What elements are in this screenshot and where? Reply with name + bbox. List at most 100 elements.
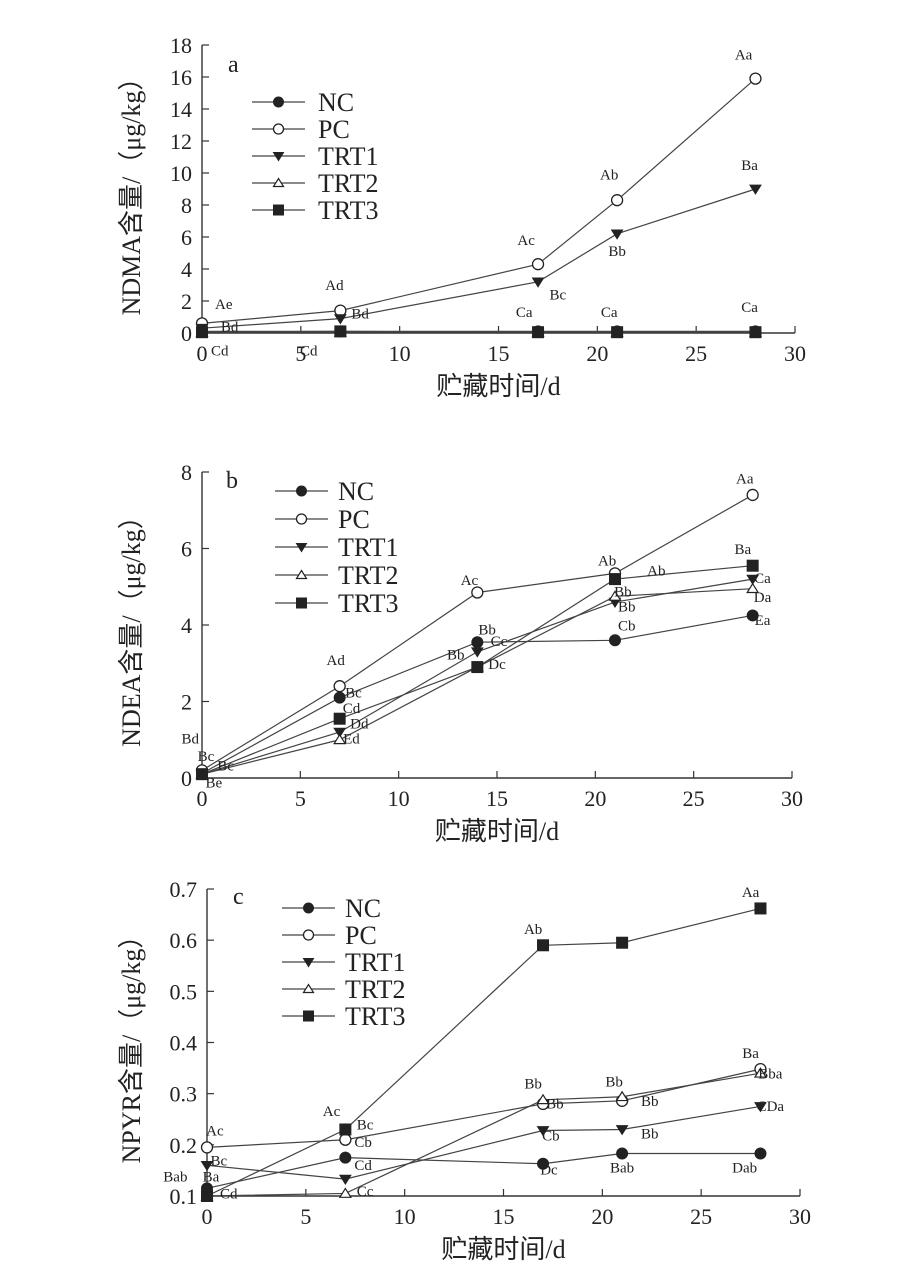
significance-label: Da — [754, 590, 772, 606]
data-point — [339, 1151, 352, 1164]
panel-letter: b — [226, 468, 238, 494]
data-point — [531, 258, 545, 271]
y-tick-label: 0 — [181, 321, 192, 346]
significance-label: Cd — [211, 343, 229, 359]
y-tick-label: 0 — [181, 766, 192, 791]
legend-marker — [302, 983, 315, 994]
y-tick-label: 0.4 — [170, 1031, 198, 1056]
significance-label: Bc — [198, 749, 215, 765]
series-nc — [201, 1147, 767, 1195]
significance-label: Dd — [350, 716, 369, 732]
significance-label: Aa — [736, 471, 754, 487]
data-point — [609, 573, 621, 586]
significance-label: Ea — [755, 613, 771, 629]
legend-item-pc: PC — [282, 921, 377, 950]
data-point — [531, 277, 545, 288]
data-point — [537, 939, 550, 952]
x-tick-label: 5 — [295, 786, 306, 811]
legend-item-trt3: TRT3 — [282, 1002, 406, 1031]
data-point — [471, 586, 484, 599]
significance-label: Cd — [354, 1158, 372, 1174]
x-tick-label: 25 — [690, 1204, 712, 1229]
legend-marker — [272, 152, 285, 162]
data-point — [339, 1123, 352, 1136]
x-tick-label: 0 — [197, 786, 208, 811]
legend-item-trt1: TRT1 — [282, 948, 406, 977]
series-pc — [195, 488, 759, 777]
data-point — [754, 1102, 767, 1113]
data-point — [200, 1160, 214, 1172]
series-trt2 — [200, 1067, 768, 1201]
x-tick-label: 20 — [591, 1204, 613, 1229]
y-tick-label: 0.1 — [170, 1184, 198, 1209]
series-trt1 — [195, 574, 760, 781]
series-line — [201, 578, 753, 775]
legend-label: NC — [318, 88, 354, 117]
x-tick-label: 15 — [493, 1204, 515, 1229]
legend-item-pc: PC — [275, 505, 370, 534]
data-point — [470, 647, 484, 658]
x-axis-label: 贮藏时间/d — [435, 817, 559, 846]
significance-label: Ac — [206, 1124, 224, 1140]
significance-label: CDa — [757, 1099, 785, 1115]
significance-label: Bd — [181, 732, 199, 748]
chart-panel-b: 0 5 10 15 20 25 30 0 2 4 6 8 b 贮藏时间/d NDEA含量/（μg/kg） Bd… — [117, 460, 803, 846]
legend-label: TRT1 — [338, 533, 399, 562]
x-tick-label: 20 — [584, 786, 606, 811]
legend-marker — [273, 96, 284, 108]
y-tick-label: 10 — [170, 161, 192, 186]
series-trt1 — [200, 1102, 767, 1186]
significance-label: Cb — [618, 619, 636, 635]
series-nc — [196, 609, 759, 780]
significance-label: Cb — [354, 1135, 372, 1151]
data-point — [338, 1174, 352, 1186]
x-axis-label: 贮藏时间/d — [436, 372, 560, 401]
data-point — [753, 1067, 768, 1078]
chart-panel-a: 0 5 10 15 20 25 30 0 2 4 6 8 10 12 14 16 18 a 贮藏时间/d NDMA含量… — [117, 33, 806, 401]
legend-label: TRT3 — [345, 1002, 406, 1031]
significance-label: Bb — [614, 584, 632, 600]
significance-label: Ac — [323, 1104, 341, 1120]
y-axis-label: NPYR含量/（μg/kg） — [117, 923, 146, 1164]
x-tick-label: 25 — [683, 786, 705, 811]
data-point — [532, 326, 545, 339]
data-point — [608, 590, 622, 601]
significance-label: Cd — [220, 1187, 238, 1203]
significance-label: Ed — [343, 732, 360, 748]
significance-label: Ca — [516, 305, 533, 321]
data-point — [754, 1147, 767, 1160]
y-tick-label: 8 — [181, 193, 192, 218]
significance-label: Be — [205, 776, 222, 792]
x-tick-label: 15 — [486, 786, 508, 811]
legend-label: TRT2 — [338, 561, 399, 590]
data-point — [201, 1190, 213, 1202]
series-pc — [200, 1062, 767, 1154]
data-point — [536, 1093, 550, 1105]
legend-marker — [303, 902, 314, 914]
significance-label: Ae — [215, 297, 233, 313]
significance-label: Bc — [345, 686, 362, 702]
y-tick-label: 6 — [181, 537, 192, 562]
significance-label: Ba — [741, 158, 758, 174]
legend-item-trt1: TRT1 — [252, 142, 379, 171]
data-point — [749, 72, 762, 85]
series-line — [201, 78, 756, 324]
data-point — [749, 326, 762, 339]
x-tick-label: 5 — [295, 341, 306, 366]
significance-label: Bc — [549, 287, 566, 303]
y-tick-label: 4 — [181, 613, 192, 638]
legend-label: NC — [338, 477, 374, 506]
legend-label: PC — [338, 505, 370, 534]
data-point — [616, 936, 629, 949]
data-point — [615, 1090, 629, 1102]
series-line — [206, 907, 761, 1197]
significance-label: Bb — [618, 600, 636, 616]
legend-item-trt2: TRT2 — [282, 975, 406, 1004]
significance-label: Bb — [524, 1077, 542, 1093]
y-tick-label: 0.5 — [170, 979, 198, 1004]
y-tick-label: 0.7 — [170, 877, 198, 902]
significance-label: Dc — [540, 1163, 558, 1179]
significance-label: Bb — [641, 1094, 659, 1110]
